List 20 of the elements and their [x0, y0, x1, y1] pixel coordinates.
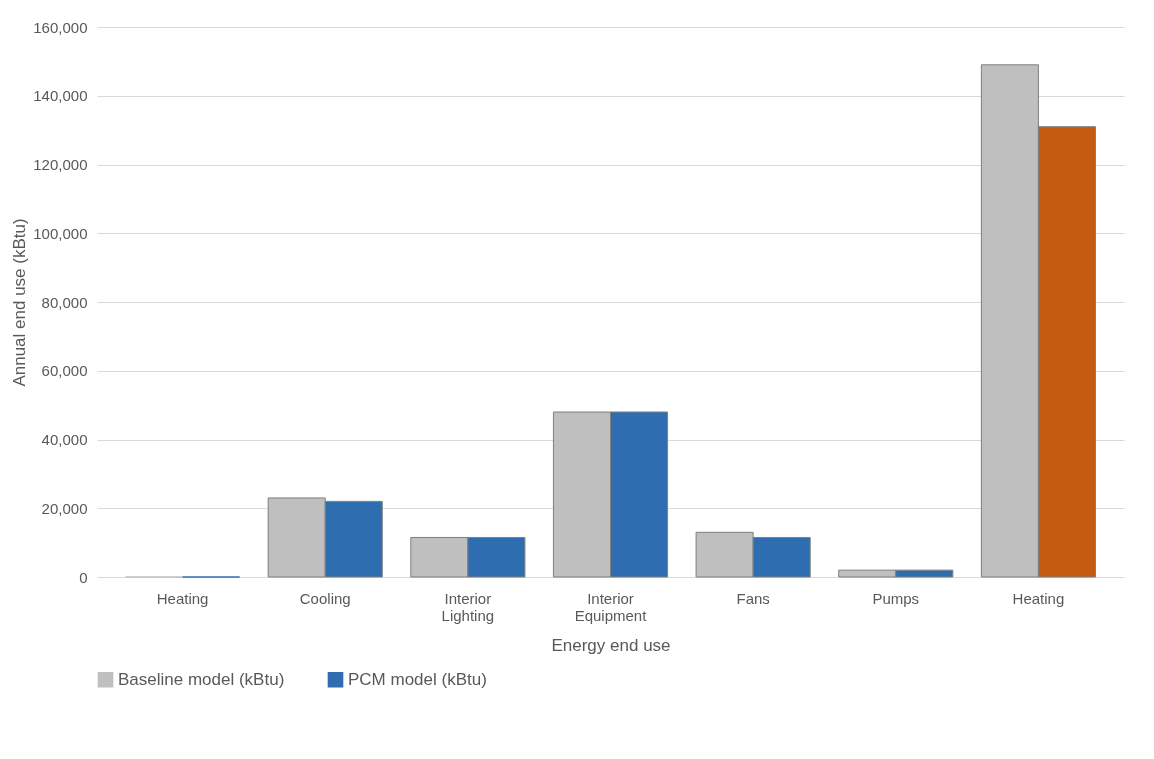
- x-tick-label: Interior Equipment: [574, 589, 648, 624]
- x-axis-title: Energy end use: [551, 635, 671, 655]
- x-tick-label: Fans: [736, 589, 770, 607]
- x-tick-label: Heating: [156, 589, 209, 607]
- x-tick-label: Interior Lighting: [441, 589, 495, 624]
- legend-label: PCM model (kBtu): [348, 669, 487, 689]
- x-tick-label: Pumps: [872, 589, 920, 607]
- y-tick-label: 0: [79, 568, 88, 586]
- x-tick-label: Heating: [1012, 589, 1065, 607]
- y-tick-label: 120,000: [33, 156, 88, 173]
- legend-label: Baseline model (kBtu): [118, 669, 285, 689]
- y-tick-label: 60,000: [41, 362, 88, 380]
- y-tick-label: 20,000: [41, 499, 88, 517]
- y-axis-title: Annual end use (kBtu): [10, 218, 30, 387]
- x-tick-label: Cooling: [299, 589, 351, 607]
- y-tick-label: 100,000: [33, 224, 88, 242]
- y-tick-label: 160,000: [33, 18, 88, 36]
- y-tick-label: 140,000: [33, 87, 88, 105]
- y-tick-label: 40,000: [41, 431, 88, 448]
- y-tick-label: 80,000: [41, 293, 88, 311]
